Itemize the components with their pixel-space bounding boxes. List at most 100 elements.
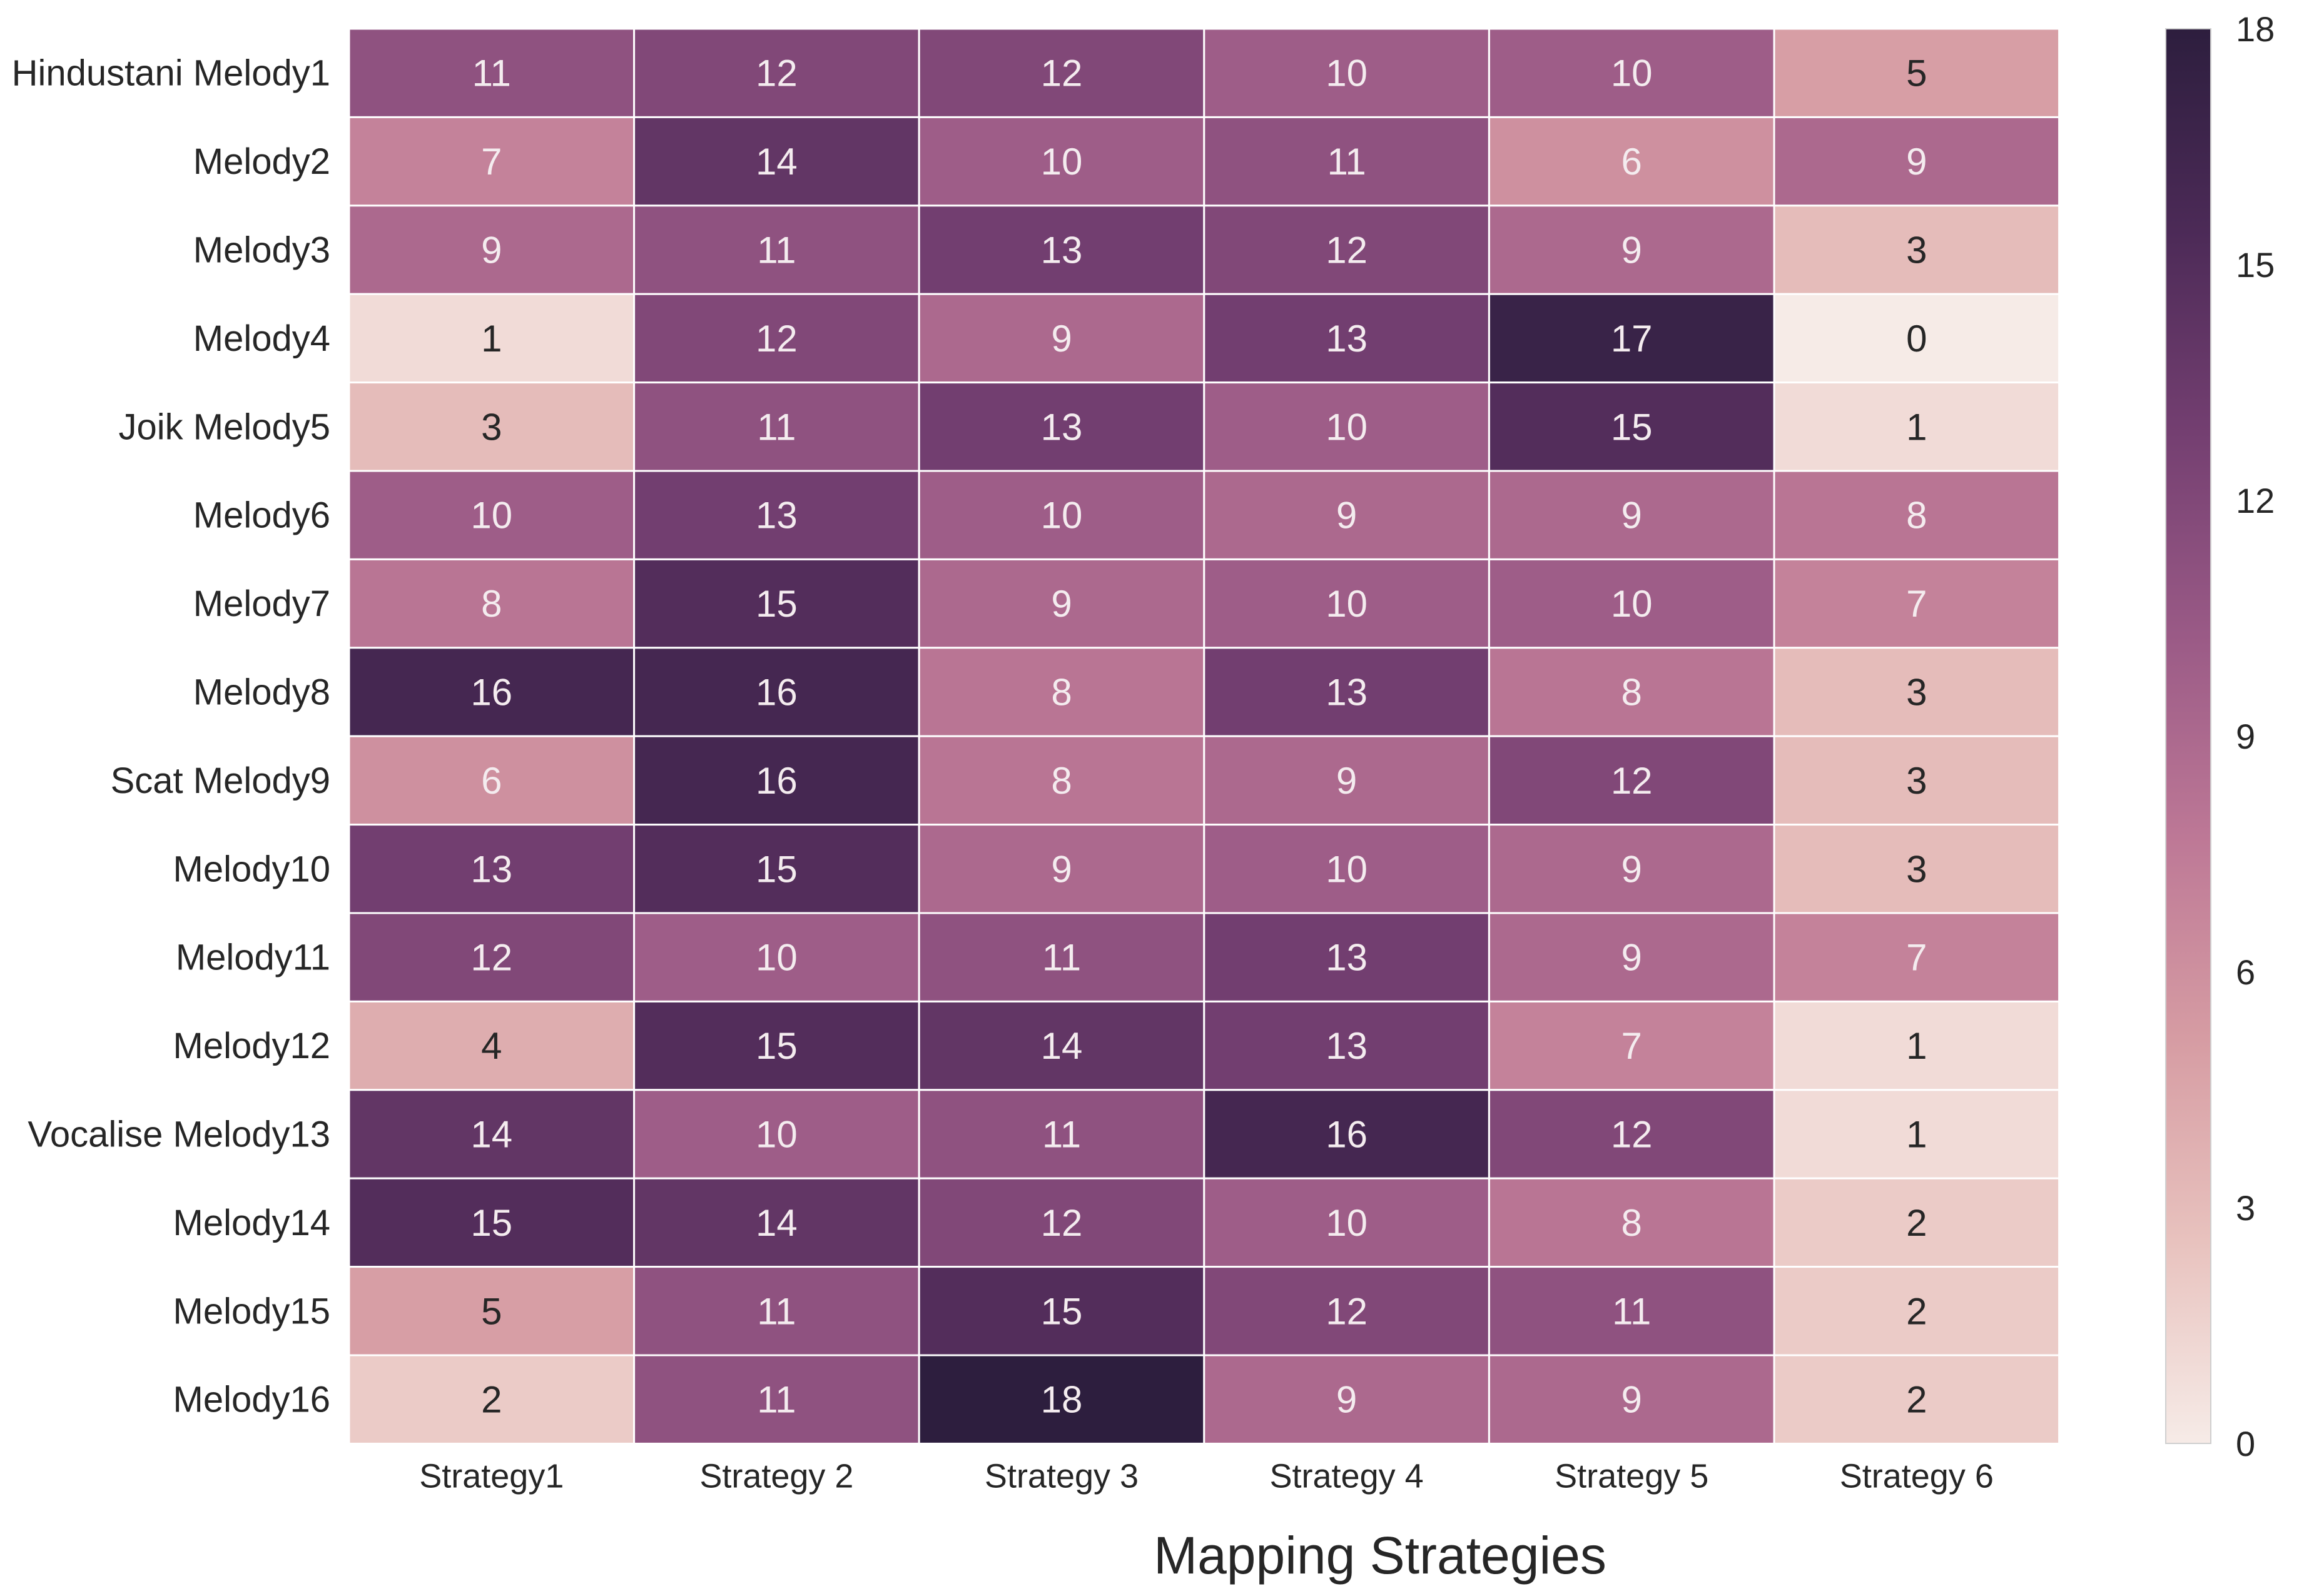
cell-value-label: 3 [1906,230,1927,271]
cell-value-label: 10 [1326,1202,1368,1244]
cell-value-label: 9 [481,230,502,271]
heatmap-cell [1203,647,1490,737]
cell-value-label: 1 [481,318,502,360]
row-label: Joik Melody5 [119,407,330,447]
cell-value-label: 8 [1051,672,1072,714]
cell-value-label: 10 [1611,53,1653,94]
row-label: Melody4 [193,318,330,359]
cell-value-label: 11 [757,230,796,271]
heatmap-cell [1488,1354,1775,1445]
cell-value-label: 6 [481,760,502,802]
heatmap-cell [918,1089,1205,1179]
row-label: Melody2 [193,141,330,182]
cell-value-label: 12 [1611,1114,1653,1156]
cell-value-label: 15 [756,848,798,890]
cell-value-label: 13 [1041,406,1083,448]
heatmap-cell [1773,205,2061,295]
heatmap-cell [1203,205,1490,295]
row-label: Scat Melody9 [111,760,330,801]
row-label: Melody11 [176,937,330,978]
cell-value-label: 9 [1336,760,1357,802]
cell-value-label: 15 [756,583,798,625]
colorbar-gradient [2165,28,2211,1444]
cell-value-label: 15 [756,1025,798,1067]
heatmap-cell [633,116,920,207]
cell-value-label: 10 [470,495,512,537]
cell-value-label: 10 [756,937,798,979]
colorbar-tick-label: 6 [2236,952,2255,992]
heatmap-cell [348,1089,636,1179]
heatmap-cell [1773,558,2061,649]
cell-value-label: 11 [1612,1290,1651,1332]
heatmap-cell [918,1177,1205,1268]
heatmap-cells: 11 12 12 10 10 57 14 10 11 6 99 11 13 12 9 31 12 9 13 17 03 1… [348,28,2061,1445]
cell-value-label: 5 [1906,53,1927,94]
cell-value-label: 13 [1326,1025,1368,1067]
row-label: Melody7 [193,583,330,624]
colorbar-tick-label: 12 [2236,481,2275,520]
cell-value-label: 9 [1051,583,1072,625]
cell-value-label: 7 [1621,1025,1642,1067]
heatmap-cell [1773,28,2061,118]
heatmap-cell [918,381,1205,472]
heatmap-cell [918,647,1205,737]
heatmap-cell [1773,1266,2061,1356]
cell-value-label: 15 [1041,1290,1083,1332]
cell-value-label: 11 [1042,1114,1081,1156]
column-label: Strategy 2 [699,1457,853,1495]
cell-value-label: 18 [1041,1379,1083,1421]
cell-value-label: 10 [1326,583,1368,625]
cell-value-label: 11 [1042,937,1081,979]
cell-value-label: 13 [470,848,512,890]
heatmap-cell [1203,1177,1490,1268]
cell-value-label: 2 [481,1379,502,1421]
column-label: Strategy 5 [1555,1457,1708,1495]
cell-value-label: 10 [756,1114,798,1156]
heatmap-cell [1488,647,1775,737]
cell-value-label: 2 [1906,1290,1927,1332]
cell-value-label: 7 [1906,583,1927,625]
cell-value-label: 4 [481,1025,502,1067]
heatmap-cell [1773,735,2061,826]
colorbar-tick-label: 9 [2236,717,2255,756]
colorbar-tick-label: 0 [2236,1424,2255,1463]
cell-value-label: 16 [756,672,798,714]
cell-value-label: 1 [1906,1114,1927,1156]
cell-value-label: 10 [1326,406,1368,448]
cell-value-label: 9 [1621,1379,1642,1421]
row-label: Hindustani Melody1 [12,53,330,94]
column-label: Strategy 3 [985,1457,1139,1495]
heatmap-cell [1203,293,1490,384]
cell-value-label: 9 [1621,848,1642,890]
cell-value-label: 16 [756,760,798,802]
cell-value-label: 13 [1326,672,1368,714]
cell-value-label: 15 [470,1202,512,1244]
cell-value-label: 13 [1326,937,1368,979]
heatmap-cell [348,647,636,737]
column-label: Strategy1 [419,1457,564,1495]
heatmap-cell [348,1354,636,1445]
heatmap-cell [1773,116,2061,207]
cell-value-label: 14 [756,1202,798,1244]
cell-value-label: 11 [472,53,511,94]
heatmap-cell [348,1266,636,1356]
heatmap-cell [1773,1089,2061,1179]
heatmap-cell [1203,1000,1490,1091]
cell-value-label: 10 [1041,495,1083,537]
cell-value-label: 3 [1906,760,1927,802]
cell-value-label: 12 [1326,1290,1368,1332]
heatmap-cell [348,470,636,560]
heatmap-cell [348,824,636,914]
cell-value-label: 10 [1326,53,1368,94]
row-label: Melody10 [173,849,330,889]
heatmap-cell [348,735,636,826]
heatmap-cell [348,558,636,649]
heatmap-cell [1773,381,2061,472]
heatmap-cell [633,205,920,295]
row-label: Melody6 [193,495,330,536]
cell-value-label: 9 [1051,318,1072,360]
heatmap-cell [1773,1354,2061,1445]
cell-value-label: 12 [470,937,512,979]
cell-value-label: 12 [756,318,798,360]
row-label: Melody15 [173,1291,330,1331]
